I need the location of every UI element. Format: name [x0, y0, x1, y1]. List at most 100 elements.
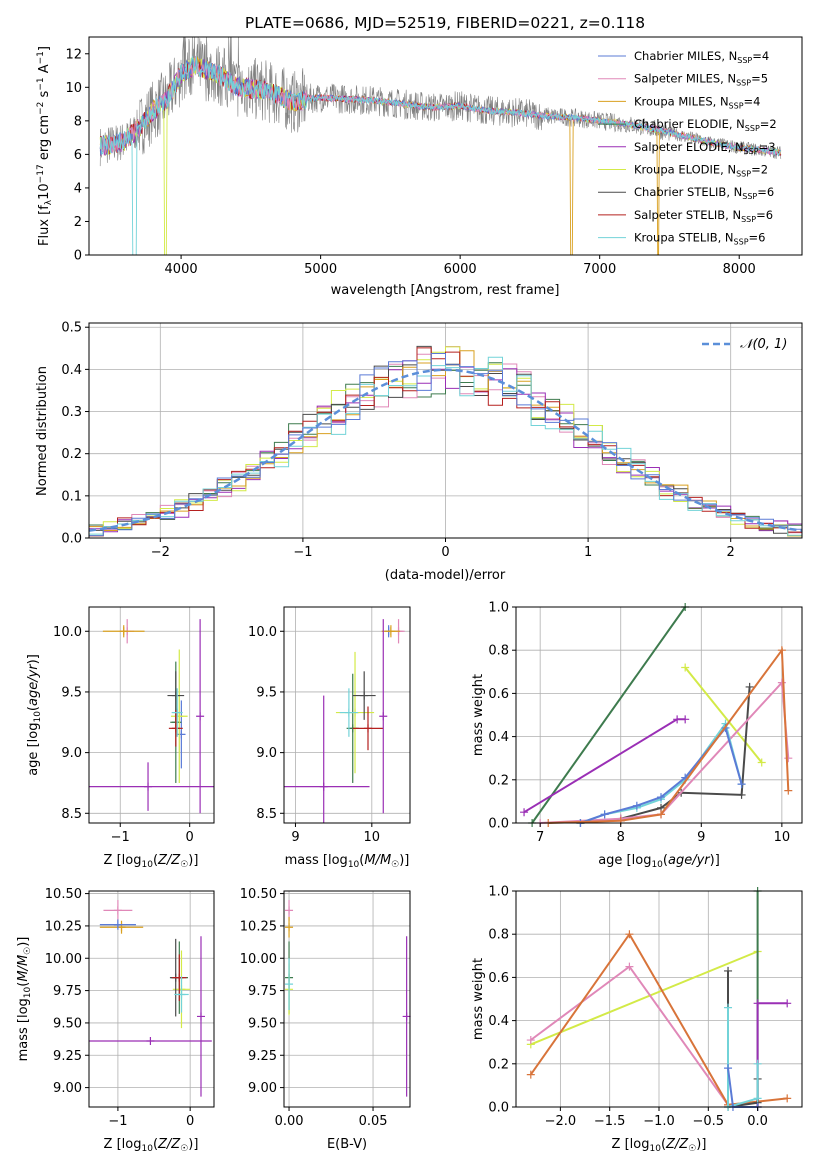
mass-vs-z-point [146, 1037, 155, 1046]
mass-vs-ebv-ytick-label: 9.25 [248, 1049, 277, 1064]
residual-histogram-krou_stelib [89, 356, 802, 536]
legend-subscript: SSP [745, 124, 760, 133]
weight-vs-z-marker [753, 1094, 762, 1103]
weight-vs-age-ytick-label: 0.2 [488, 773, 509, 788]
weight-vs-age-marker [777, 646, 786, 655]
legend-subscript: SSP [734, 238, 749, 247]
weight-vs-age-marker [784, 754, 793, 763]
residual-ytick-label: 0.2 [61, 447, 82, 462]
mass-vs-ebv-xlabel: E(B-V) [327, 1137, 367, 1152]
weight-vs-age-marker [681, 663, 690, 672]
residual-xlabel: (data-model)/error [385, 568, 506, 583]
weight-vs-z-ytick-label: 1.0 [488, 885, 509, 900]
weight-vs-age-ytick-label: 1.0 [488, 601, 509, 616]
weight-vs-z-ytick-label: 0.0 [488, 1101, 509, 1116]
age-vs-mass-xlabel: mass [log10(M/M☉)] [285, 853, 410, 870]
mass-vs-z-panel: −1 0 9.00 9.25 9.50 9.75 10.00 10.25 10.50 Z [lo… [16, 887, 215, 1154]
weight-vs-age-xtick-label: 9 [697, 830, 705, 845]
mass-vs-ebv-panel: 0.00 0.059.009.259.509.7510.0010.2510.50 … [240, 887, 411, 1152]
legend-label-krou_elodie: Kroupa ELODIE, NSSP=2 [634, 163, 768, 179]
mass-vs-z-ytick-label: 9.75 [53, 984, 82, 999]
spectrum-xtick-label: 5000 [304, 262, 337, 277]
legend-value: =4 [744, 94, 761, 108]
legend-label-salp_elodie: Salpeter ELODIE, NSSP=3 [634, 140, 776, 156]
weight-vs-z-ytick-label: 0.2 [488, 1057, 509, 1072]
weight-vs-z-xtick-label: 0.0 [747, 1114, 768, 1129]
age-vs-mass-point [360, 691, 369, 700]
residual-ylabel: Normed distribution [35, 366, 50, 496]
weight-vs-age-marker [657, 810, 666, 819]
age-vs-mass-panel: 9 10 8.5 9.0 9.5 10.0 mass [log10(M/M☉)] [248, 606, 411, 870]
mass-vs-ebv-ytick-label: 9.75 [248, 984, 277, 999]
age-vs-z-point [171, 691, 180, 700]
legend-value: =6 [756, 208, 773, 222]
residual-ytick-label: 0.4 [61, 363, 82, 378]
spectrum-ytick-label: 4 [74, 181, 82, 196]
mass-vs-z-ytick-label: 10.00 [45, 952, 82, 967]
residual-xtick-label: 1 [584, 545, 592, 560]
legend-value: =6 [757, 185, 774, 199]
mass-vs-ebv-ytick-label: 10.00 [240, 952, 277, 967]
spectrum-xtick-label: 4000 [165, 262, 198, 277]
mass-vs-ebv-ytick-label: 10.25 [240, 919, 277, 934]
weight-vs-z-xtick-label: −0.5 [693, 1114, 725, 1129]
residual-legend-normal: 𝒩(0, 1) [740, 337, 787, 352]
weight-vs-z-marker [724, 1064, 733, 1073]
age-vs-mass-xtick-label: 9 [291, 830, 299, 845]
legend-label-krou_stelib: Kroupa STELIB, NSSP=6 [634, 231, 765, 247]
mass-vs-z-ylabel: mass [log10(M/M☉)] [16, 937, 33, 1062]
weight-vs-age-panel: 7 8 9 10 0.0 0.2 0.4 0.6 0.8 1.0 age [log10(age/y… [471, 601, 803, 870]
weight-vs-age-line-chab_elodie [531, 606, 687, 824]
weight-vs-age-xtick-label: 10 [774, 830, 791, 845]
residual-ytick-label: 0.0 [61, 532, 82, 547]
spectrum-panel: 4000 5000 6000 7000 8000 0 2 4 6 8 10 12 wavelength… [36, 36, 803, 298]
age-vs-mass-point [386, 627, 395, 636]
weight-vs-age-ytick-label: 0.8 [488, 644, 509, 659]
mass-vs-ebv-xtick-label: 0.05 [359, 1114, 388, 1129]
weight-vs-age-line-krou_elodie [684, 666, 763, 764]
weight-vs-age-ytick-label: 0.6 [488, 687, 509, 702]
legend-label-salp_stelib: Salpeter STELIB, NSSP=6 [634, 208, 773, 224]
age-vs-z-ytick-label: 10.0 [53, 625, 82, 640]
weight-vs-age-marker [657, 793, 666, 802]
residual-panel: −2 −1 0 1 2 0.0 0.1 0.2 0.3 0.4 0.5 (data-model)/e… [35, 321, 803, 583]
age-vs-z-point [144, 782, 153, 791]
age-vs-z-ytick-label: 9.0 [61, 746, 82, 761]
age-vs-z-xtick-label: 0 [186, 830, 194, 845]
figure-title: PLATE=0686, MJD=52519, FIBERID=0221, z=0… [245, 14, 645, 32]
residual-ytick-label: 0.3 [61, 405, 82, 420]
mass-vs-ebv-point [285, 980, 294, 989]
residual-xtick-label: −2 [151, 545, 170, 560]
weight-vs-z-marker [625, 962, 634, 971]
mass-vs-z-ytick-label: 9.50 [53, 1016, 82, 1031]
legend-value: =5 [751, 72, 768, 86]
spectrum-ytick-label: 2 [74, 215, 82, 230]
spectrum-ytick-label: 6 [74, 148, 82, 163]
mass-vs-z-ytick-label: 9.00 [53, 1081, 82, 1096]
legend-value: =4 [752, 49, 769, 63]
residual-ytick-label: 0.1 [61, 489, 82, 504]
spectrum-xlabel: wavelength [Angstrom, rest frame] [331, 283, 560, 298]
spectrum-ytick-label: 0 [74, 249, 82, 264]
weight-vs-z-marker [724, 1003, 733, 1012]
mass-vs-ebv-ytick-label: 9.50 [248, 1016, 277, 1031]
legend-subscript: SSP [729, 101, 744, 110]
weight-vs-age-xlabel: age [log10(age/yr)] [598, 853, 720, 870]
residual-histogram-krou_elodie [89, 346, 802, 537]
mass-vs-z-point [177, 990, 186, 999]
weight-vs-age-marker [673, 715, 682, 724]
legend-subscript: SSP [737, 56, 752, 65]
mass-vs-z-point [113, 920, 122, 929]
spectrum-ylabel: Flux [fλ10−17 erg cm−2 s−1 A−1] [36, 46, 54, 246]
mass-vs-ebv-ytick-label: 10.50 [240, 887, 277, 902]
age-vs-mass-point [344, 708, 353, 717]
weight-vs-z-ytick-label: 0.8 [488, 928, 509, 943]
weight-vs-z-xtick-label: −2.0 [545, 1114, 577, 1129]
weight-vs-age-marker [600, 810, 609, 819]
legend-label-chab_stelib: Chabrier STELIB, NSSP=6 [634, 185, 774, 201]
age-vs-z-xtick-label: −1 [111, 830, 130, 845]
residual-xtick-label: −1 [293, 545, 312, 560]
age-vs-mass-ytick-label: 8.5 [256, 807, 277, 822]
model-spectrum-krou_stelib [99, 55, 782, 256]
